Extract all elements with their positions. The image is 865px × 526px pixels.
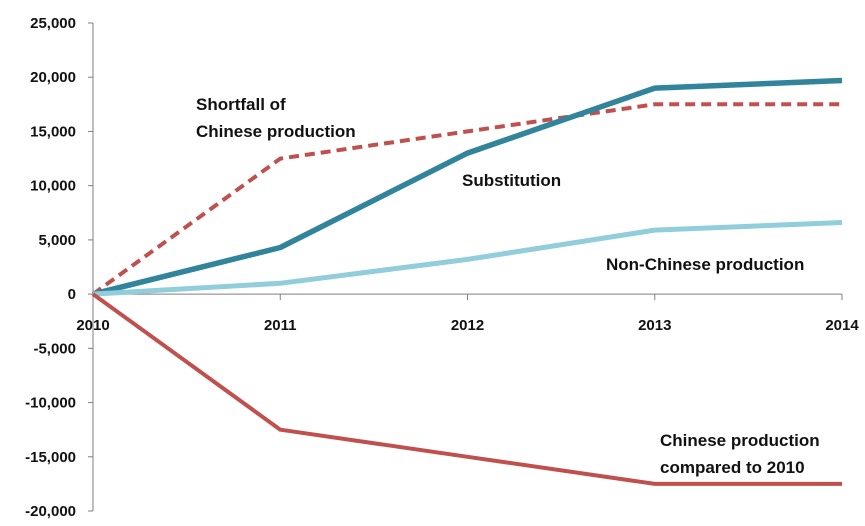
x-tick-label: 2014 <box>825 317 859 334</box>
y-tick-label: -10,000 <box>25 395 76 412</box>
annotation-shortfall-line1: Shortfall of <box>196 95 286 114</box>
x-tick-label: 2011 <box>264 317 297 334</box>
y-tick-label: 10,000 <box>30 178 76 195</box>
series-line-non-chinese <box>92 220 843 297</box>
series-line-chinese-vs-2010 <box>91 292 842 486</box>
x-tick-label: 2012 <box>451 317 484 334</box>
y-tick-label: 0 <box>68 286 76 303</box>
annotation-substitution: Substitution <box>462 171 561 190</box>
y-tick-label: 15,000 <box>30 123 76 140</box>
annotation-shortfall-line2: Chinese production <box>196 122 356 141</box>
x-tick-label: 2010 <box>76 317 109 334</box>
x-tick-labels: 2010 2011 2012 2013 2014 <box>76 317 859 334</box>
series-line-shortfall <box>91 102 842 296</box>
annotation-chinese-vs-2010-line2: compared to 2010 <box>660 458 805 477</box>
tick-marks <box>88 22 843 512</box>
x-tick-label: 2013 <box>638 317 671 334</box>
series-line-substitution <box>92 77 843 297</box>
y-tick-label: -20,000 <box>25 503 76 520</box>
series-lines <box>91 77 843 486</box>
y-tick-label: 25,000 <box>30 15 76 32</box>
y-tick-label: 5,000 <box>38 232 76 249</box>
annotation-chinese-vs-2010-line1: Chinese production <box>660 431 820 450</box>
y-tick-label: 20,000 <box>30 69 76 86</box>
annotation-non-chinese: Non-Chinese production <box>606 255 804 274</box>
y-tick-labels: 25,000 20,000 15,000 10,000 5,000 0 -5,000 -10,… <box>25 15 76 520</box>
y-tick-label: -5,000 <box>33 340 76 357</box>
y-tick-label: -15,000 <box>25 449 76 466</box>
